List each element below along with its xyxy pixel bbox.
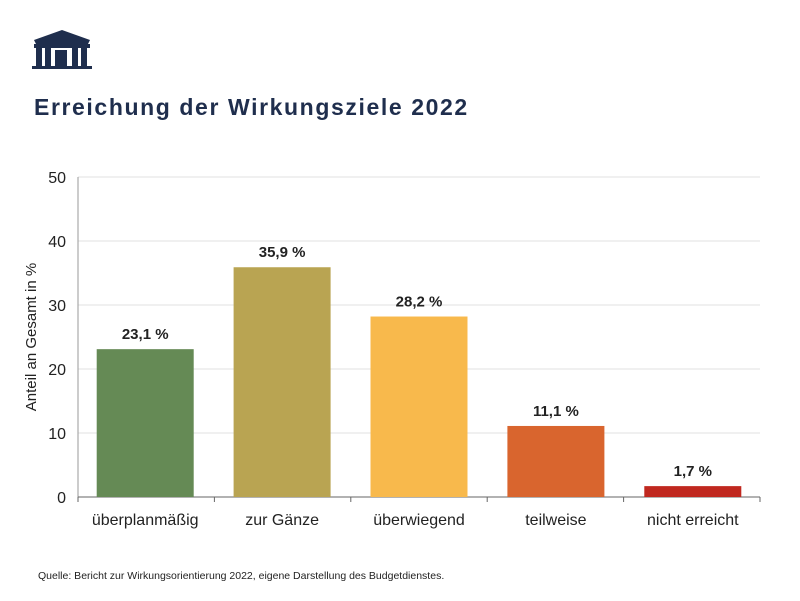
- data-label: 11,1 %: [533, 403, 579, 420]
- x-tick-label: zur Gänze: [245, 512, 319, 529]
- y-tick-label: 30: [48, 298, 66, 315]
- y-axis-label: Anteil an Gesamt in %: [23, 263, 40, 411]
- y-tick-label: 10: [48, 426, 66, 443]
- data-label: 1,7 %: [674, 463, 712, 480]
- data-label: 28,2 %: [396, 294, 443, 311]
- bar-chart: 0 10 20 30 40 50 Anteil an Gesamt in % 23,1 % üb…: [23, 170, 761, 529]
- data-label: 35,9 %: [259, 244, 306, 261]
- y-tick-label: 20: [48, 362, 66, 379]
- bar: [507, 425, 605, 497]
- y-tick-label: 40: [48, 234, 66, 251]
- bar: [644, 486, 742, 497]
- x-tick-label: überplanmäßig: [92, 512, 199, 529]
- parliament-logo-icon: [32, 30, 92, 69]
- bar: [370, 316, 468, 497]
- x-tick-label: teilweise: [525, 512, 586, 529]
- y-tick-label: 50: [48, 170, 66, 187]
- bar: [96, 349, 194, 497]
- source-note: Quelle: Bericht zur Wirkungsorientierung…: [38, 570, 445, 582]
- data-label: 23,1 %: [122, 326, 169, 343]
- bar: [233, 267, 331, 497]
- y-tick-label: 0: [57, 490, 66, 507]
- x-tick-label: nicht erreicht: [647, 512, 739, 529]
- chart-title: Erreichung der Wirkungsziele 2022: [34, 94, 469, 120]
- x-tick-label: überwiegend: [373, 512, 465, 529]
